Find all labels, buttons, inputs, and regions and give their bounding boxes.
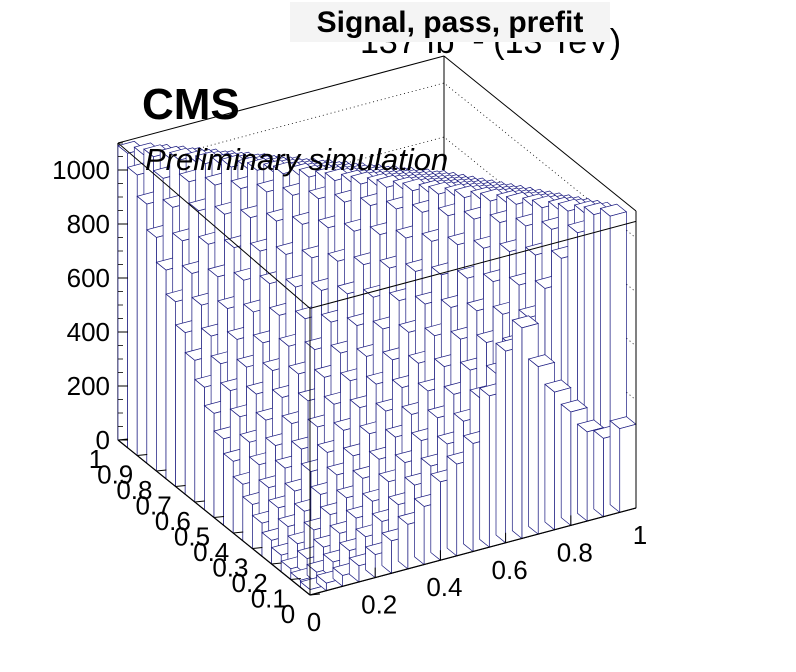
bar-side	[577, 423, 588, 522]
y-tick-label: 0.3	[212, 553, 248, 583]
bar-side	[479, 387, 490, 548]
bar-side	[232, 475, 244, 542]
bar-side	[511, 319, 523, 540]
y-tick-label: 0	[281, 599, 295, 629]
bar-side	[316, 574, 327, 592]
y-tick	[271, 562, 282, 565]
y-tick	[252, 547, 263, 549]
frame-line	[117, 142, 311, 309]
bar-side	[381, 532, 392, 575]
y-tick	[156, 469, 167, 472]
z-tick-label: 200	[67, 371, 110, 401]
bar-side	[528, 358, 539, 535]
y-tick	[137, 454, 148, 456]
bar-side	[127, 166, 138, 457]
bar-side	[348, 557, 360, 583]
y-tick-label: 0.1	[251, 584, 287, 614]
x-tick-label: 0.8	[557, 537, 593, 567]
z-tick-label: 0	[96, 425, 110, 455]
tick-labels: 00.20.40.60.8100.10.20.30.40.50.60.70.80…	[52, 142, 647, 637]
bar-side	[242, 496, 253, 550]
bar-side	[446, 455, 458, 557]
bar-side	[414, 497, 425, 566]
bar-side	[463, 435, 474, 553]
bar-side	[430, 473, 441, 561]
y-tick-label: 1	[89, 444, 103, 474]
bar-side	[495, 342, 506, 544]
y-tick	[194, 500, 205, 503]
z-tick-label: 1000	[52, 155, 110, 185]
x-tick-label: 0	[307, 607, 321, 637]
bar-side	[332, 567, 343, 588]
y-tick-label: 0.5	[174, 522, 210, 552]
bar-side	[146, 229, 157, 472]
x-tick-label: 0.4	[426, 572, 462, 602]
frame-line	[117, 55, 445, 144]
preliminary-label: Preliminary simulation	[145, 142, 449, 177]
y-tick	[175, 485, 186, 487]
front-frame	[117, 142, 637, 596]
bar-front	[619, 423, 637, 513]
y-tick-label: 0.9	[97, 460, 133, 490]
y-tick	[309, 593, 321, 596]
frame-line	[443, 55, 637, 212]
y-tick	[213, 516, 225, 518]
bar-side	[156, 261, 167, 480]
bar-side	[397, 515, 409, 570]
bar-side	[117, 144, 128, 449]
bar-side	[204, 404, 215, 519]
bar-side	[136, 195, 148, 465]
y-tick-label: 0.7	[136, 491, 172, 521]
bar-side	[213, 430, 224, 527]
bar-side	[165, 293, 176, 488]
y-tick-label: 0.8	[116, 475, 152, 505]
y-tick	[290, 578, 301, 580]
y-tick-label: 0.4	[193, 537, 229, 567]
z-tick-label: 600	[67, 263, 110, 293]
frame-line	[309, 220, 637, 309]
y-tick-label: 0.6	[155, 506, 191, 536]
bar-side	[194, 378, 205, 511]
x-axis-line	[309, 507, 637, 596]
x-tick-label: 0.6	[492, 555, 528, 585]
bar	[609, 416, 637, 514]
bar-side	[365, 546, 376, 579]
bar-side	[593, 429, 604, 518]
bar-side	[544, 383, 555, 531]
z-tick-label: 400	[67, 317, 110, 347]
y-tick-label: 0.2	[232, 568, 268, 598]
z-gridline	[117, 82, 637, 239]
bar-side	[175, 324, 186, 496]
x-tick-label: 1	[633, 520, 647, 550]
z-tick-label: 800	[67, 209, 110, 239]
bar-side	[184, 351, 196, 503]
bar-side	[223, 452, 234, 534]
bar-side	[609, 420, 621, 514]
title-box: Signal, pass, prefit	[290, 2, 610, 42]
x-tick-label: 0.2	[361, 590, 397, 620]
plot-title: Signal, pass, prefit	[316, 6, 584, 39]
bars	[117, 140, 637, 596]
bar-side	[560, 403, 572, 527]
y-tick	[233, 531, 244, 534]
cms-label: CMS	[142, 80, 240, 129]
